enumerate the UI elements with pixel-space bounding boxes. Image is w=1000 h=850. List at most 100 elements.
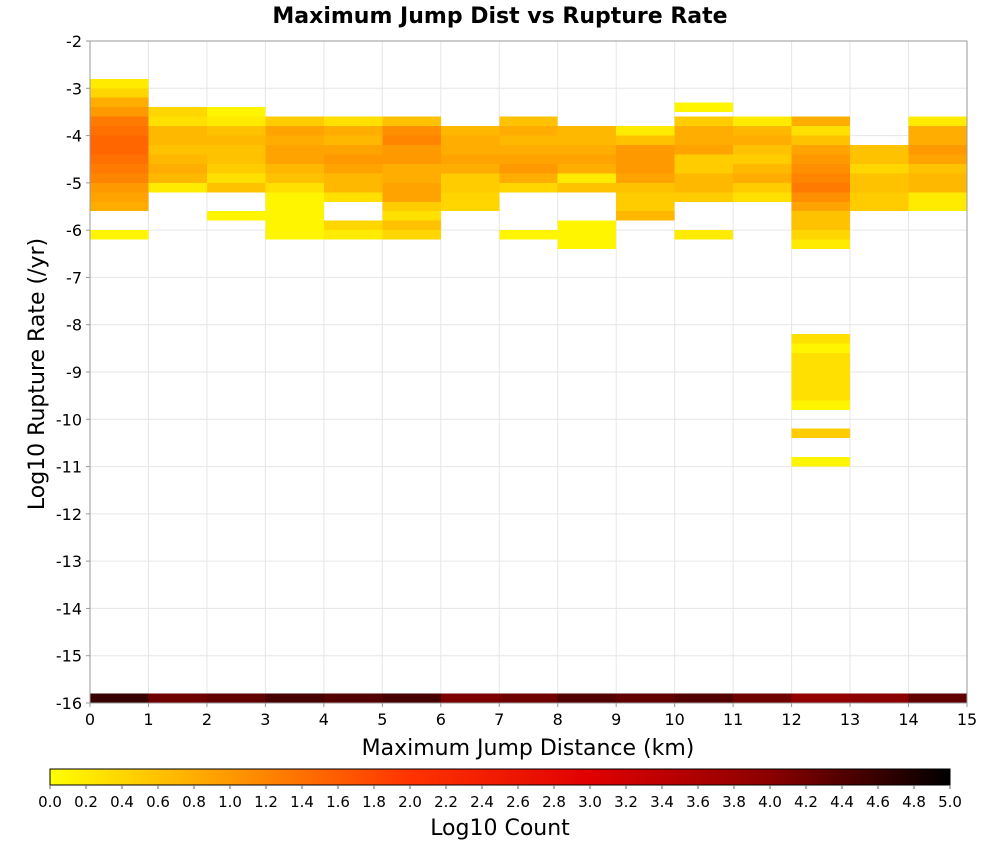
heatmap-cell xyxy=(616,173,675,183)
heatmap-cell xyxy=(90,192,149,202)
x-tick-label: 4 xyxy=(319,710,329,729)
heatmap-cell xyxy=(440,693,500,703)
colorbar-tick-label: 2.2 xyxy=(434,793,458,811)
colorbar-tick-label: 4.4 xyxy=(830,793,854,811)
heatmap-cell xyxy=(382,163,441,174)
heatmap-cell xyxy=(733,182,792,193)
heatmap-cell xyxy=(674,102,734,112)
heatmap-cell xyxy=(791,353,851,363)
heatmap-cell xyxy=(674,192,734,202)
heatmap-cell xyxy=(733,126,792,136)
y-tick-label: -10 xyxy=(56,410,82,429)
heatmap-cell xyxy=(791,173,851,183)
heatmap-cell xyxy=(557,145,617,155)
y-tick-label: -4 xyxy=(66,127,82,146)
heatmap-cell xyxy=(674,116,734,127)
heatmap-cell xyxy=(148,173,207,183)
colorbar-ticks: 0.0 0.2 0.4 0.6 0.8 1.0 1.2 1.4 1.6 1.8 2.0 2.2 2.4 2… xyxy=(38,785,962,811)
heatmap-cell xyxy=(206,126,266,136)
heatmap-cell xyxy=(265,173,324,183)
heatmap-cell xyxy=(791,381,851,391)
heatmap-cell xyxy=(265,201,324,212)
heatmap-cell xyxy=(323,182,383,193)
heatmap-cell xyxy=(206,211,266,221)
heatmap-cell xyxy=(323,192,383,202)
heatmap-cell xyxy=(557,693,617,703)
heatmap-cell xyxy=(440,192,500,202)
colorbar-tick-label: 0.4 xyxy=(110,793,134,811)
heatmap-cell xyxy=(791,372,851,382)
x-tick-label: 13 xyxy=(840,710,860,729)
heatmap-cell xyxy=(265,182,324,193)
heatmap-cell xyxy=(791,220,851,231)
heatmap-cell xyxy=(733,173,792,183)
y-tick-label: -15 xyxy=(56,647,82,666)
heatmap-cell xyxy=(791,116,851,127)
x-axis-ticks: 0 1 2 3 4 5 6 7 8 9 10 11 12 13 14 15 xyxy=(85,703,977,729)
heatmap-cell xyxy=(382,201,441,212)
heatmap-cell xyxy=(791,362,851,372)
colorbar-tick-label: 4.2 xyxy=(794,793,818,811)
heatmap-cell xyxy=(90,173,149,183)
heatmap-cell xyxy=(440,182,500,193)
heatmap-cell xyxy=(499,182,558,193)
heatmap-cell xyxy=(382,116,441,127)
heatmap-cell xyxy=(616,135,675,146)
heatmap-cell xyxy=(791,163,851,174)
heatmap-cell xyxy=(499,116,558,127)
heatmap-cell xyxy=(674,230,734,240)
heatmap-cell xyxy=(90,97,149,108)
y-axis-ticks: -2 -3 -4 -5 -6 -7 -8 -9 -10 -11 -12 -13 -14 -15 -16 xyxy=(56,32,90,713)
heatmap-cell xyxy=(440,154,500,164)
heatmap-cell xyxy=(850,192,909,202)
heatmap-cell xyxy=(265,135,324,146)
heatmap-cell xyxy=(323,230,383,240)
heatmap-cell xyxy=(90,201,149,212)
colorbar-tick-label: 0.6 xyxy=(146,793,170,811)
heatmap-cell xyxy=(382,230,441,240)
heatmap-cell xyxy=(733,163,792,174)
heatmap-cell xyxy=(499,126,558,136)
heatmap-cell xyxy=(674,693,734,703)
heatmap-cell xyxy=(791,428,851,439)
heatmap-cell xyxy=(908,135,967,146)
heatmap-cell xyxy=(791,211,851,221)
x-tick-label: 1 xyxy=(143,710,153,729)
heatmap-cell xyxy=(90,126,149,136)
heatmap-cell xyxy=(148,182,207,193)
x-tick-label: 2 xyxy=(202,710,212,729)
heatmap-cell xyxy=(499,693,558,703)
heatmap-cell xyxy=(323,220,383,231)
heatmap-cell xyxy=(440,126,500,136)
heatmap-cell xyxy=(499,135,558,146)
heatmap-cell xyxy=(557,220,617,231)
y-tick-label: -9 xyxy=(66,363,82,382)
heatmap-cell xyxy=(90,145,149,155)
heatmap-cell xyxy=(791,457,851,467)
heatmap-cells xyxy=(90,78,967,703)
heatmap-cell xyxy=(616,192,675,202)
colorbar-tick-label: 1.4 xyxy=(290,793,314,811)
colorbar-tick-label: 1.2 xyxy=(254,793,278,811)
colorbar-tick-label: 4.8 xyxy=(902,793,926,811)
heatmap-cell xyxy=(265,230,324,240)
x-tick-label: 11 xyxy=(723,710,743,729)
heatmap-cell xyxy=(148,116,207,127)
heatmap-cell xyxy=(206,173,266,183)
heatmap-cell xyxy=(499,173,558,183)
x-tick-label: 8 xyxy=(553,710,563,729)
heatmap-cell xyxy=(791,390,851,401)
heatmap-cell xyxy=(557,230,617,240)
colorbar-tick-label: 3.0 xyxy=(578,793,602,811)
heatmap-cell xyxy=(557,239,617,250)
heatmap-cell xyxy=(265,693,324,703)
y-tick-label: -8 xyxy=(66,316,82,335)
colorbar-tick-label: 3.2 xyxy=(614,793,638,811)
y-tick-label: -11 xyxy=(56,458,82,477)
x-tick-label: 0 xyxy=(85,710,95,729)
heatmap-cell xyxy=(616,211,675,221)
heatmap-cell xyxy=(265,211,324,221)
heatmap-cell xyxy=(908,126,967,136)
heatmap-cell xyxy=(265,154,324,164)
